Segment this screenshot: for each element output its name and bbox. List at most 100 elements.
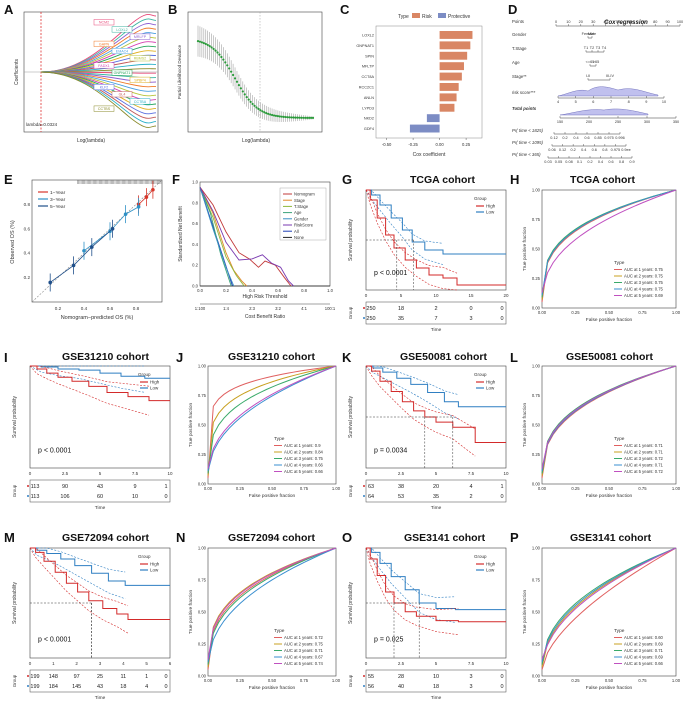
km-x-tick: 15 — [468, 293, 474, 298]
roc-legend-label: AUC at 2 years: 0.84 — [284, 450, 324, 455]
roc-x-tick: 0.75 — [638, 486, 647, 491]
roc-curve-5 — [207, 365, 337, 469]
km-xlabel: Time — [431, 695, 442, 701]
panel-o-km-gse3141: p = 0.025 Group High Low Survival probabilit… — [344, 544, 512, 704]
km-x-tick: 10 — [167, 471, 173, 476]
y-tick-label: 0.6 — [24, 226, 31, 231]
risk-count-high: 55 — [368, 674, 374, 680]
bar-label-gdf4: GDF4 — [364, 127, 374, 131]
roc-x-tick: 0.25 — [571, 310, 580, 315]
roc-x-tick: 0.75 — [638, 310, 647, 315]
risk-count-high: 20 — [433, 484, 439, 490]
km-x-tick: 4 — [122, 661, 125, 666]
legend-label: T.Stage — [294, 204, 309, 209]
risk-count-high: 10 — [433, 674, 439, 680]
km-ylabel: Survival probability — [12, 582, 18, 624]
nomogram-tick-label: 40 — [603, 20, 607, 24]
km-xlabel: Time — [431, 327, 442, 333]
nomogram-tick-label: 0.9ee — [621, 148, 631, 152]
panel-label-k: K — [342, 350, 352, 365]
y-tick-label: 0.4 — [24, 251, 31, 256]
roc-legend-label: AUC at 5 years: 0.74 — [284, 661, 324, 666]
legend-label: 3−Year — [50, 197, 66, 203]
km-ci-lower-high — [365, 547, 459, 636]
gene-label-box — [111, 91, 133, 98]
legend-label: All — [294, 229, 299, 234]
curve-riskscore — [199, 186, 294, 287]
roc-y-tick: 0.00 — [532, 674, 541, 679]
nomogram-tick-label: 20 — [579, 20, 583, 24]
roc-y-tick: 0.00 — [198, 674, 207, 679]
nomogram-tick-label: T2 — [590, 46, 594, 50]
panel-label-g: G — [342, 172, 353, 187]
legend-label-high: High — [486, 562, 496, 567]
gene-label-box — [111, 48, 133, 55]
km-x-tick: 0 — [29, 661, 32, 666]
coefficient-path — [40, 71, 157, 128]
roc-legend-label: AUC at 5 years: 0.66 — [624, 661, 664, 666]
panel-c-cox-coefficient-bars: Type Risk Protective LOXL2 GNPNAT1 SPIN MFL… — [340, 6, 490, 158]
cv-point — [204, 42, 207, 46]
gene-label-box — [93, 40, 115, 47]
nomogram-tick-label: 0.9 — [629, 160, 634, 164]
roc-x-tick: 0.75 — [638, 678, 647, 683]
roc-legend-label: AUC at 2 years: 0.75 — [624, 274, 664, 279]
cv-point — [214, 49, 217, 52]
nomogram-tick-label: T1 — [584, 46, 588, 50]
roc-legend-label: AUC at 4 years: 0.69 — [624, 655, 664, 660]
panel-label-m: M — [4, 530, 15, 545]
risk-count-low: 2 — [469, 494, 472, 500]
roc-legend-label: AUC at 5 years: 0.66 — [284, 469, 324, 474]
x-tick-label: 0.00 — [436, 142, 445, 147]
nomogram-tick-label: 0.4 — [573, 136, 578, 140]
roc-x-tick: 0.50 — [268, 486, 277, 491]
risk-count-high: 0 — [469, 306, 472, 312]
risk-count-high: 0 — [164, 674, 167, 680]
gene-label: NCM2 — [99, 21, 109, 25]
nomogram-tick-label: III-IV — [606, 74, 614, 78]
gene-label-box — [129, 76, 151, 83]
nomogram-tick-label: 0.2 — [571, 148, 576, 152]
p-value: p < 0.0001 — [38, 448, 71, 455]
panel-b-xlabel: Log(lambda) — [242, 138, 270, 144]
panel-l-roc-gse50081: 0.00 0.00 0.25 0.25 0.50 0.50 0.75 0.75 1.00 1.00… — [514, 362, 684, 502]
nomogram-tick-label: 0.08 — [565, 160, 572, 164]
group-legend-title: Group — [474, 196, 487, 201]
cv-point — [261, 110, 264, 113]
gene-label-box — [93, 19, 115, 26]
roc-curve-3 — [207, 547, 337, 665]
risk-count-low: 53 — [398, 494, 404, 500]
roc-xlabel: False positive fraction — [586, 317, 633, 323]
roc-x-tick: 0.00 — [204, 678, 213, 683]
bar-label-nkd2: NKD2 — [364, 117, 374, 121]
x2-tick-label: 100:1 — [325, 306, 336, 311]
panel-h-title: TCGA cohort — [570, 174, 635, 186]
roc-curve-4 — [541, 189, 677, 296]
panel-b-ylabel: Partial Likelihood Deviance — [177, 44, 182, 99]
x-tick-label: -0.50 — [382, 142, 392, 147]
panel-p-roc-gse3141: 0.00 0.00 0.25 0.25 0.50 0.50 0.75 0.75 1.00 1.00… — [514, 544, 684, 694]
nomogram-tick-label: 0.4 — [581, 148, 586, 152]
panel-m-km-gse72094: p < 0.0001 Group High Low Survival probabili… — [8, 544, 176, 704]
roc-legend-label: AUC at 5 years: 0.69 — [624, 293, 664, 298]
cv-point — [269, 113, 272, 116]
panel-label-p: P — [510, 530, 519, 545]
km-ylabel: Survival probability — [348, 396, 354, 438]
risk-table-ylabel: Group — [12, 484, 17, 497]
panel-label-n: N — [176, 530, 186, 545]
x2-tick-label: 4:1 — [301, 306, 307, 311]
km-ci-lower-high — [365, 189, 458, 291]
roc-ylabel: True positive fraction — [522, 590, 528, 635]
legend-label-low: Low — [150, 386, 159, 391]
gene-label: GL4 — [119, 93, 126, 97]
panel-e-svg: 0.2 0.2 0.4 0.4 0.6 0.6 0.8 0.8 1−Year3−Year5−Ye… — [10, 179, 163, 321]
panel-n-title: GSE72094 cohort — [228, 532, 315, 544]
roc-legend-label: AUC at 1 years: 0.71 — [624, 443, 664, 448]
km-ci-lower-high — [29, 547, 129, 634]
risk-count-high: 1 — [500, 484, 503, 490]
nomogram-tick-label: 5 — [575, 100, 577, 104]
panel-j-title: GSE31210 cohort — [228, 351, 315, 363]
roc-y-tick: 1.00 — [532, 188, 541, 193]
